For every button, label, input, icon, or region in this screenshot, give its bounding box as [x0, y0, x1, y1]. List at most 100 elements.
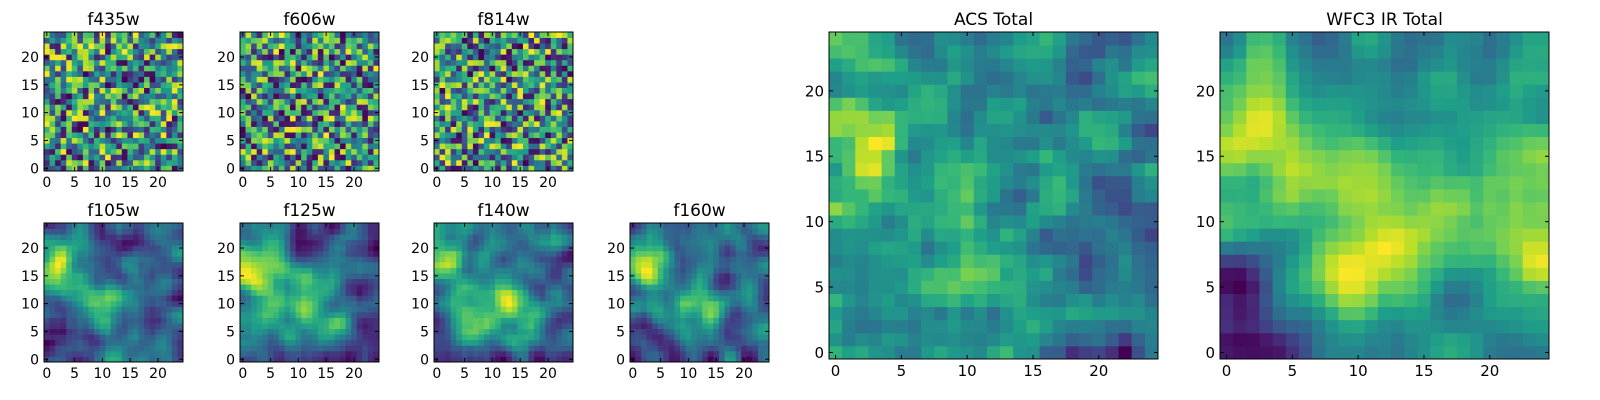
heatmap-cell: [534, 148, 541, 155]
heatmap-cell: [881, 175, 896, 190]
heatmap-cell: [273, 223, 280, 229]
heatmap-cell: [278, 93, 285, 100]
heatmap-cell: [763, 267, 770, 274]
heatmap-cell: [323, 311, 330, 318]
heatmap-cell: [517, 245, 524, 252]
heatmap-cell: [278, 76, 285, 83]
heatmap-cell: [641, 250, 648, 257]
heatmap-cell: [345, 115, 352, 122]
heatmap-cell: [500, 137, 507, 144]
heatmap-cell: [340, 59, 347, 66]
heatmap-cell: [445, 261, 452, 268]
heatmap-cell: [934, 280, 948, 294]
heatmap-cell: [472, 159, 479, 166]
heatmap-cell: [489, 250, 496, 257]
heatmap-cell: [166, 104, 173, 111]
heatmap-cell: [663, 239, 670, 246]
heatmap-cell: [1013, 345, 1027, 360]
heatmap-cell: [245, 295, 252, 302]
heatmap-cell: [367, 284, 374, 291]
heatmap-cell: [752, 317, 759, 324]
heatmap-cell: [105, 120, 112, 127]
heatmap-cell: [295, 245, 302, 252]
heatmap-cell: [663, 245, 670, 252]
heatmap-cell: [278, 70, 285, 77]
heatmap-cell: [663, 261, 670, 268]
heatmap-cell: [934, 162, 948, 177]
heatmap-cell: [284, 148, 291, 155]
heatmap-cell: [439, 76, 446, 83]
heatmap-cell: [724, 334, 731, 341]
heatmap-cell: [82, 165, 89, 172]
heatmap-cell: [556, 98, 563, 105]
heatmap-cell: [434, 76, 440, 83]
heatmap-cell: [77, 256, 84, 263]
heatmap-cell: [445, 159, 452, 166]
heatmap-cell: [262, 228, 269, 235]
heatmap-cell: [829, 215, 843, 229]
heatmap-cell: [278, 126, 285, 133]
heatmap-cell: [829, 332, 843, 347]
heatmap-cell: [467, 228, 474, 235]
heatmap-cell: [663, 273, 670, 279]
heatmap-cell: [290, 132, 296, 139]
heatmap-cell: [545, 143, 552, 150]
heatmap-cell: [99, 143, 106, 150]
heatmap-cell: [461, 137, 468, 144]
heatmap-cell: [345, 245, 352, 252]
heatmap-cell: [171, 228, 178, 235]
heatmap-cell: [362, 300, 369, 307]
heatmap-cell: [328, 317, 335, 324]
heatmap-cell: [367, 59, 374, 66]
heatmap-cell: [138, 289, 145, 296]
heatmap-cell: [116, 54, 123, 61]
heatmap-cell: [1039, 280, 1054, 294]
heatmap-cell: [461, 59, 468, 66]
heatmap-cell: [328, 154, 335, 161]
heatmap-cell: [267, 93, 274, 100]
heatmap-cell: [1105, 319, 1119, 334]
heatmap-cell: [251, 317, 258, 324]
heatmap-cell: [495, 311, 502, 318]
heatmap-cell: [522, 148, 529, 155]
heatmap-cell: [127, 323, 134, 330]
heatmap-cell: [1118, 319, 1133, 334]
heatmap-cell: [691, 295, 698, 302]
heatmap-cell: [334, 120, 341, 127]
heatmap-cell: [49, 350, 56, 357]
heatmap-cell: [345, 32, 352, 38]
heatmap-cell: [94, 48, 100, 55]
heatmap-cell: [730, 267, 737, 274]
heatmap-cell: [741, 328, 748, 335]
heatmap-cell: [450, 148, 457, 155]
heatmap-cell: [160, 261, 167, 268]
heatmap-cell: [489, 104, 496, 111]
heatmap-cell: [155, 306, 162, 313]
heatmap-cell: [511, 350, 518, 357]
heatmap-cell: [71, 115, 78, 122]
heatmap-cell: [1079, 241, 1093, 255]
heatmap-cell: [278, 256, 285, 263]
heatmap-cell: [334, 109, 341, 116]
heatmap-cell: [545, 109, 552, 116]
heatmap-cell: [881, 241, 896, 255]
heatmap-cell: [495, 345, 502, 352]
heatmap-cell: [746, 234, 753, 241]
heatmap-cell: [44, 76, 50, 83]
heatmap-cell: [696, 323, 703, 330]
heatmap-cell: [171, 239, 178, 246]
heatmap-cell: [290, 98, 296, 105]
heatmap-cell: [522, 289, 529, 296]
heatmap-cell: [1092, 267, 1106, 281]
heatmap-cell: [680, 284, 686, 291]
heatmap-cell: [511, 143, 518, 150]
heatmap-cell: [116, 261, 123, 268]
heatmap-cell: [674, 261, 681, 268]
heatmap-cell: [868, 280, 883, 294]
heatmap-cell: [434, 65, 440, 72]
heatmap-cell: [49, 132, 56, 139]
heatmap-cell: [506, 132, 513, 139]
heatmap-cell: [556, 306, 563, 313]
heatmap-cell: [82, 239, 89, 246]
